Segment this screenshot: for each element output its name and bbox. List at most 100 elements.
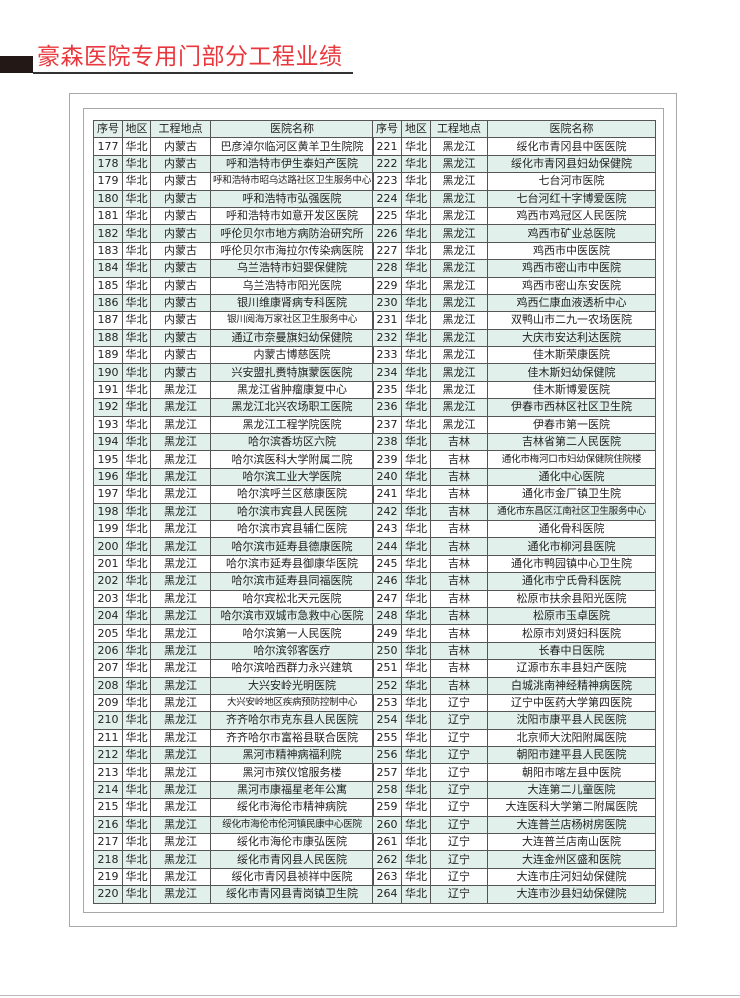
cell-location: 吉林: [430, 572, 488, 591]
inner-frame: [83, 108, 664, 913]
header-region: 地区: [122, 119, 151, 139]
cell-region: 华北: [401, 606, 431, 626]
table-row: 182 华北 内蒙古 呼伦贝尔市地方病防治研究所: [93, 224, 374, 243]
cell-region: 华北: [122, 206, 151, 226]
cell-hospital-name: 内蒙古博慈医院: [210, 346, 374, 365]
cell-hospital-name: 松原市玉卓医院: [487, 606, 656, 626]
cell-region: 华北: [122, 815, 151, 835]
table-row: 189 华北 内蒙古 内蒙古博慈医院: [93, 346, 374, 365]
cell-no: 185: [93, 276, 123, 295]
table-row: 256 华北 辽宁 朝阳市建平县人民医院: [372, 746, 656, 765]
cell-region: 华北: [122, 311, 151, 330]
cell-hospital-name: 大连普兰店南山医院: [487, 833, 656, 852]
header-location: 工程地点: [150, 119, 211, 139]
cell-no: 227: [372, 241, 402, 261]
table-row: 242 华北 吉林 通化市东昌区江南社区卫生服务中心: [372, 502, 656, 521]
cell-no: 239: [372, 450, 402, 469]
cell-location: 黑龙江: [430, 241, 488, 261]
table-row: 252 华北 吉林 白城洮南神经精神病医院: [372, 676, 656, 695]
cell-region: 华北: [122, 763, 151, 782]
cell-region: 华北: [122, 450, 151, 469]
cell-region: 华北: [401, 450, 431, 469]
cell-no: 245: [372, 554, 402, 574]
cell-hospital-name: 白城洮南神经精神病医院: [487, 676, 656, 695]
cell-region: 华北: [122, 189, 151, 208]
cell-no: 184: [93, 259, 123, 278]
cell-no: 219: [93, 867, 123, 887]
cell-no: 203: [93, 589, 123, 608]
table-row: 185 华北 内蒙古 乌兰浩特市阳光医院: [93, 276, 374, 295]
cell-hospital-name: 大连普兰店杨树房医院: [487, 815, 656, 835]
cell-no: 221: [372, 137, 402, 156]
cell-location: 辽宁: [430, 711, 488, 730]
cell-location: 黑龙江: [430, 172, 488, 191]
cell-location: 内蒙古: [150, 311, 211, 330]
cell-hospital-name: 哈尔滨市延寿县御康华医院: [210, 554, 374, 574]
cell-no: 194: [93, 433, 123, 452]
cell-location: 黑龙江: [150, 763, 211, 782]
cell-no: 186: [93, 293, 123, 313]
cell-hospital-name: 鸡西市矿业总医院: [487, 224, 656, 243]
cell-no: 178: [93, 154, 123, 174]
cell-location: 黑龙江: [150, 519, 211, 539]
table-row: 193 华北 黑龙江 黑龙江工程学院医院: [93, 415, 374, 435]
cell-hospital-name: 呼和浩特市伊生泰妇产医院: [210, 154, 374, 174]
cell-location: 辽宁: [430, 728, 488, 748]
cell-location: 黑龙江: [150, 433, 211, 452]
table-row: 257 华北 辽宁 朝阳市喀左县中医院: [372, 763, 656, 782]
table-row: 243 华北 吉林 通化骨科医院: [372, 519, 656, 539]
cell-no: 230: [372, 293, 402, 313]
cell-location: 吉林: [430, 537, 488, 556]
cell-location: 黑龙江: [430, 189, 488, 208]
table-row: 229 华北 黑龙江 鸡西市密山东安医院: [372, 276, 656, 295]
cell-region: 华北: [401, 763, 431, 782]
cell-no: 210: [93, 711, 123, 730]
table-row: 240 华北 吉林 通化中心医院: [372, 467, 656, 487]
cell-region: 华北: [401, 293, 431, 313]
cell-no: 213: [93, 763, 123, 782]
cell-no: 202: [93, 572, 123, 591]
cell-hospital-name: 哈尔滨医科大学附属二院: [210, 450, 374, 469]
cell-no: 218: [93, 850, 123, 869]
cell-region: 华北: [122, 293, 151, 313]
cell-region: 华北: [401, 154, 431, 174]
cell-region: 华北: [122, 380, 151, 400]
table-row: 235 华北 黑龙江 佳木斯博爱医院: [372, 380, 656, 400]
cell-region: 华北: [401, 519, 431, 539]
cell-location: 辽宁: [430, 815, 488, 835]
cell-location: 黑龙江: [150, 711, 211, 730]
cell-no: 190: [93, 363, 123, 382]
cell-region: 华北: [401, 711, 431, 730]
cell-location: 内蒙古: [150, 154, 211, 174]
cell-no: 223: [372, 172, 402, 191]
cell-no: 241: [372, 485, 402, 504]
cell-region: 华北: [401, 885, 431, 904]
cell-location: 黑龙江: [430, 259, 488, 278]
cell-hospital-name: 兴安盟扎赉特旗蒙医医院: [210, 363, 374, 382]
cell-region: 华北: [401, 728, 431, 748]
cell-hospital-name: 伊春市第一医院: [487, 415, 656, 435]
cell-region: 华北: [401, 467, 431, 487]
cell-hospital-name: 通化骨科医院: [487, 519, 656, 539]
table-row: 209 华北 黑龙江 大兴安岭地区疾病预防控制中心: [93, 693, 374, 713]
cell-region: 华北: [122, 328, 151, 348]
cell-location: 黑龙江: [150, 850, 211, 869]
cell-no: 197: [93, 485, 123, 504]
cell-region: 华北: [122, 798, 151, 817]
cell-hospital-name: 绥化市青冈县祯祥中医院: [210, 867, 374, 887]
cell-region: 华北: [122, 572, 151, 591]
cell-hospital-name: 通化市金厂镇卫生院: [487, 485, 656, 504]
cell-region: 华北: [401, 815, 431, 835]
cell-region: 华北: [122, 415, 151, 435]
cell-hospital-name: 伊春市西林区社区卫生院: [487, 398, 656, 417]
cell-region: 华北: [122, 833, 151, 852]
cell-region: 华北: [122, 137, 151, 156]
cell-region: 华北: [122, 850, 151, 869]
title-underline: [33, 72, 353, 74]
cell-region: 华北: [401, 276, 431, 295]
cell-region: 华北: [401, 693, 431, 713]
cell-no: 189: [93, 346, 123, 365]
cell-hospital-name: 黑河市精神病福利院: [210, 746, 374, 765]
cell-hospital-name: 呼和浩特市弘强医院: [210, 189, 374, 208]
table-row: 251 华北 吉林 辽源市东丰县妇产医院: [372, 659, 656, 678]
